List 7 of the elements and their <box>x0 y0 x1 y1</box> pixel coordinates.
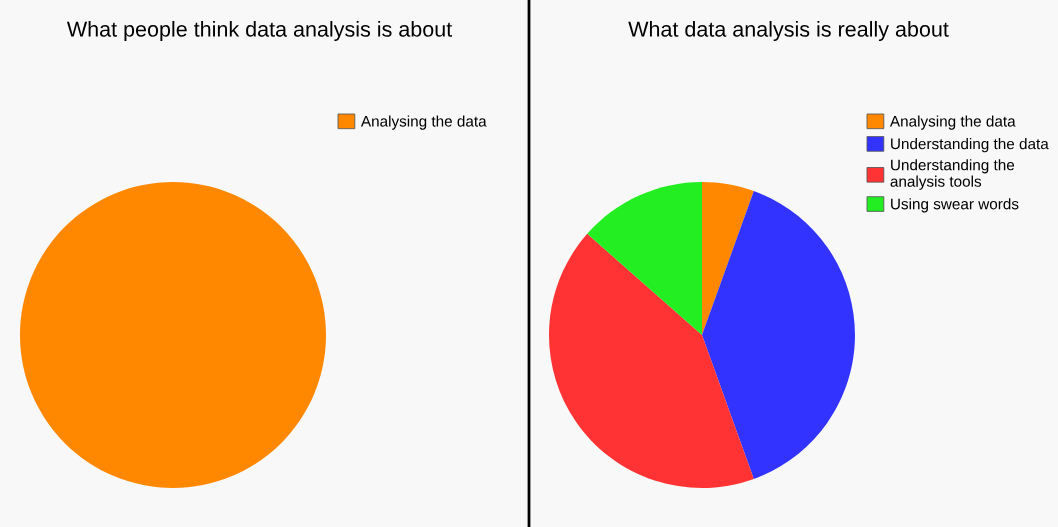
legend-label: Using swear words <box>891 198 1019 213</box>
chart-title: What data analysis is really about <box>628 20 949 42</box>
legend-label: Understanding the data <box>891 138 1049 153</box>
legend-label: Understanding the analysis tools <box>890 159 1015 190</box>
legend-label: Analysing the data <box>360 115 487 130</box>
chart-title: What people think data analysis is about <box>66 20 453 42</box>
legend-label: Analysing the data <box>889 115 1016 130</box>
